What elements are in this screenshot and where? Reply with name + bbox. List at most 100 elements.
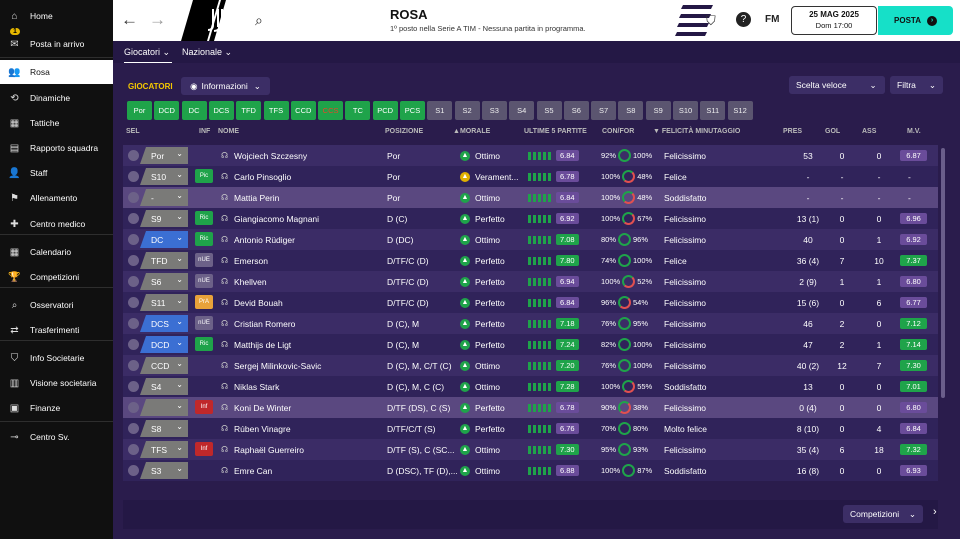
row-select-radio[interactable] [128,276,139,287]
col-name[interactable]: NOME [218,128,239,135]
col-last5[interactable]: ULTIME 5 PARTITE [524,128,587,135]
col-ass[interactable]: ASS [862,128,877,135]
row-select-radio[interactable] [128,150,139,161]
col-morale[interactable]: ▲MORALE [453,128,491,135]
squad-position-dropdown[interactable]: S9 ⌄ [140,210,188,227]
row-select-radio[interactable] [128,234,139,245]
table-row[interactable]: S6 ⌄ nUE ☊ Khellven D/TF/C (D) ▲ Perfetto 6.94 10… [123,271,938,292]
player-name[interactable]: Matthijs de Ligt [234,339,292,350]
row-select-radio[interactable] [128,213,139,224]
competitions-dropdown[interactable]: Competizioni ⌄ [843,505,923,523]
row-select-radio[interactable] [128,465,139,476]
table-row[interactable]: DCS ⌄ nUE ☊ Cristian Romero D (C), M ▲ Perfetto… [123,313,938,334]
filter-s5[interactable]: S5 [536,101,562,120]
row-select-radio[interactable] [128,444,139,455]
filter-tc[interactable]: TC [345,101,371,120]
view-dropdown[interactable]: ◉ Informazioni ⌄ [181,77,270,95]
filter-dropdown[interactable]: Filtra ⌄ [890,76,943,94]
player-name[interactable]: Devid Bouah [234,297,283,308]
player-name[interactable]: Carlo Pinsoglio [234,171,292,182]
player-name[interactable]: Cristian Romero [234,318,296,329]
sidebar-item-rapporto-squadra[interactable]: ▤ Rapporto squadra [0,136,113,160]
sidebar-item-competizioni[interactable]: 🏆 Competizioni [0,265,113,289]
sidebar-item-finanze[interactable]: ▣ Finanze [0,396,113,420]
info-badge[interactable]: nUE [195,253,213,267]
player-name[interactable]: Emre Can [234,465,273,476]
filter-dc[interactable]: DC [181,101,207,120]
sidebar-item-home[interactable]: ⌂ Home [0,4,113,28]
player-name[interactable]: Rúben Vinagre [234,423,291,434]
filter-s11[interactable]: S11 [700,101,726,120]
next-page-icon[interactable]: › [933,506,937,518]
player-name[interactable]: Wojciech Szczesny [234,150,308,161]
squad-position-dropdown[interactable]: S10 ⌄ [140,168,188,185]
squad-position-dropdown[interactable]: S4 ⌄ [140,378,188,395]
info-badge[interactable]: Inf [195,400,213,414]
filter-s7[interactable]: S7 [591,101,617,120]
quick-pick-chevron[interactable]: ⌄ [861,76,885,94]
filter-por[interactable]: Por [127,101,152,120]
info-badge[interactable]: Ric [195,337,213,351]
squad-position-dropdown[interactable]: DC ⌄ [140,231,188,248]
table-row[interactable]: TFS ⌄ Inf ☊ Raphaël Guerreiro D/TF (S), C (SC… [123,439,938,460]
filter-s1[interactable]: S1 [427,101,453,120]
table-row[interactable]: ⌄ Inf ☊ Koni De Winter D/TF (DS), C (S) ▲ Perf… [123,397,938,418]
sidebar-item-centro-sv[interactable]: ⊸ Centro Sv. [0,425,113,449]
sidebar-item-osservatori[interactable]: ⌕ Osservatori [0,293,113,317]
search-icon[interactable]: ⌕ [255,12,263,28]
forward-arrow-icon[interactable]: → [149,10,166,29]
squad-position-dropdown[interactable]: S3 ⌄ [140,462,188,479]
row-select-radio[interactable] [128,318,139,329]
filter-tfs[interactable]: TFS [263,101,289,120]
filter-s8[interactable]: S8 [618,101,644,120]
help-icon[interactable]: ? [736,12,751,27]
filter-s4[interactable]: S4 [509,101,535,120]
player-name[interactable]: Khellven [234,276,267,287]
col-gol[interactable]: GOL [825,128,841,135]
row-select-radio[interactable] [128,255,139,266]
row-select-radio[interactable] [128,297,139,308]
player-name[interactable]: Koni De Winter [234,402,292,413]
player-name[interactable]: Mattia Perin [234,192,280,203]
row-select-radio[interactable] [128,192,139,203]
table-row[interactable]: DC ⌄ Ric ☊ Antonio Rüdiger D (DC) ▲ Ottimo 7.08 8… [123,229,938,250]
sidebar-item-info-societarie[interactable]: ⛉ Info Societarie [0,346,113,370]
filter-s10[interactable]: S10 [673,101,698,120]
table-row[interactable]: S9 ⌄ Ric ☊ Giangiacomo Magnani D (C) ▲ Perfetto… [123,208,938,229]
squad-position-dropdown[interactable]: S8 ⌄ [140,420,188,437]
player-name[interactable]: Niklas Stark [234,381,280,392]
sidebar-item-centro-medico[interactable]: ✚ Centro medico [0,212,113,236]
date-display[interactable]: 25 MAG 2025 Dom 17:00 [791,6,877,35]
table-row[interactable]: DCD ⌄ Ric ☊ Matthijs de Ligt D (C), M ▲ Perfett… [123,334,938,355]
info-badge[interactable]: Ric [195,232,213,246]
filter-dcd[interactable]: DCD [154,101,180,120]
col-sel[interactable]: SEL [126,128,140,135]
filter-s3[interactable]: S3 [481,101,507,120]
filter-tfd[interactable]: TFD [236,101,262,120]
player-name[interactable]: Sergej Milinkovic-Savic [234,360,322,371]
table-row[interactable]: S4 ⌄ ☊ Niklas Stark D (C), M, C (C) ▲ Ottimo 7.… [123,376,938,397]
table-row[interactable]: S11 ⌄ PrA ☊ Devid Bouah D/TF/C (D) ▲ Perfetto 6.… [123,292,938,313]
player-name[interactable]: Emerson [234,255,269,266]
info-badge[interactable]: nUE [195,316,213,330]
col-confor[interactable]: CON/FOR [602,128,635,135]
filter-s12[interactable]: S12 [727,101,753,120]
info-badge[interactable]: Ric [195,211,213,225]
filter-pcd[interactable]: PCD [372,101,398,120]
col-pos[interactable]: POSIZIONE [385,128,424,135]
table-row[interactable]: S8 ⌄ ☊ Rúben Vinagre D/TF/C/T (S) ▲ Perfetto 6.… [123,418,938,439]
row-select-radio[interactable] [128,381,139,392]
row-select-radio[interactable] [128,339,139,350]
filter-pcs[interactable]: PCS [400,101,425,120]
sidebar-item-allenamento[interactable]: ⚑ Allenamento [0,186,113,210]
table-scrollbar[interactable] [941,148,945,398]
filter-s9[interactable]: S9 [645,101,671,120]
table-row[interactable]: TFD ⌄ nUE ☊ Emerson D/TF/C (D) ▲ Perfetto 7.80 74… [123,250,938,271]
filter-ccs[interactable]: CCS [318,101,344,120]
row-select-radio[interactable] [128,360,139,371]
sidebar-item-calendario[interactable]: ▦ Calendario [0,240,113,264]
squad-position-dropdown[interactable]: ⌄ [140,399,188,416]
col-inf[interactable]: INF [199,128,211,135]
posta-button[interactable]: POSTA › [878,6,953,35]
col-happy[interactable]: ▼ FELICITÀ MINUTAGGIO [653,128,741,135]
